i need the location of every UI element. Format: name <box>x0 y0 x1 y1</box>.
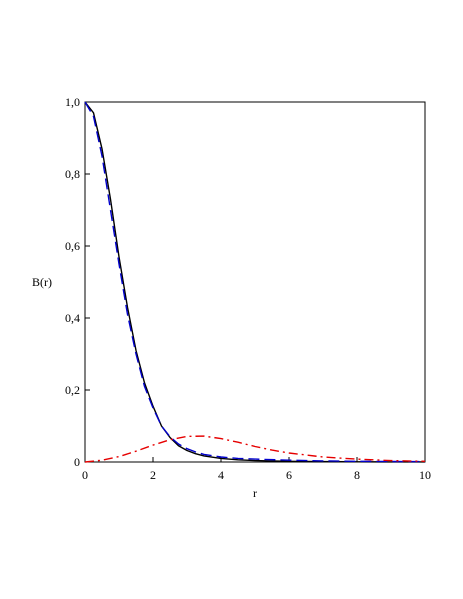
x-tick-label: 0 <box>82 468 88 482</box>
x-tick-label: 4 <box>218 468 224 482</box>
plot-frame <box>84 101 426 463</box>
x-tick-label: 8 <box>354 468 360 482</box>
series-line-3 <box>84 435 426 463</box>
y-tick-label: 0,2 <box>65 383 80 397</box>
y-tick-label: 0,4 <box>65 311 80 325</box>
y-axis-title: B(r) <box>32 275 52 289</box>
series-layer <box>84 101 426 463</box>
x-axis-title: r <box>253 486 257 500</box>
x-tick-label: 6 <box>286 468 292 482</box>
x-axis-ticks: 0 2 4 6 8 10 <box>82 457 431 482</box>
x-tick-label: 10 <box>419 468 431 482</box>
y-tick-label: 0 <box>74 455 80 469</box>
x-tick-label: 2 <box>150 468 156 482</box>
y-tick-label: 1,0 <box>65 95 80 109</box>
y-tick-label: 0,8 <box>65 167 80 181</box>
y-tick-label: 0,6 <box>65 239 80 253</box>
series-line-2 <box>84 101 426 463</box>
series-line-1 <box>84 101 425 463</box>
